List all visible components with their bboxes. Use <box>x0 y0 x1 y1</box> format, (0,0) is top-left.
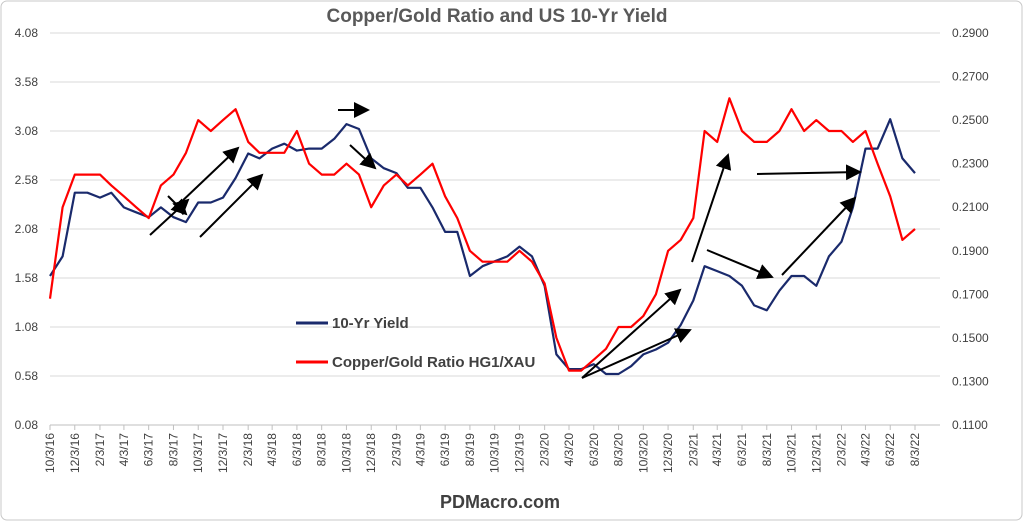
x-tick-label: 10/3/20 <box>636 433 650 473</box>
y2-tick-label: 0.1500 <box>952 331 989 345</box>
legend: 10-Yr Yield Copper/Gold Ratio HG1/XAU <box>296 315 535 371</box>
y2-tick-label: 0.1300 <box>952 374 989 388</box>
x-tick-label: 6/3/17 <box>142 433 156 467</box>
x-tick-label: 12/3/18 <box>364 433 378 473</box>
x-tick-label: 8/3/20 <box>612 433 626 467</box>
y-tick-label: 0.58 <box>15 369 39 383</box>
x-tick-label: 12/3/16 <box>68 433 82 473</box>
x-tick-label: 2/3/22 <box>834 433 848 467</box>
x-tick-label: 8/3/19 <box>463 433 477 467</box>
x-tick-label: 8/3/22 <box>908 433 922 467</box>
x-tick-label: 6/3/20 <box>587 433 601 467</box>
y-tick-label: 3.08 <box>15 124 39 138</box>
x-tick-label: 12/3/19 <box>512 433 526 473</box>
y2-tick-label: 0.2500 <box>952 113 989 127</box>
x-tick-label: 4/3/19 <box>413 433 427 467</box>
y2-tick-label: 0.2100 <box>952 200 989 214</box>
x-tick-label: 4/3/20 <box>562 433 576 467</box>
x-tick-label: 12/3/20 <box>661 433 675 473</box>
x-tick-label: 12/3/17 <box>216 433 230 473</box>
x-tick-label: 6/3/19 <box>438 433 452 467</box>
x-tick-label: 8/3/17 <box>166 433 180 467</box>
x-tick-label: 4/3/21 <box>710 433 724 467</box>
footer: PDMacro.com <box>440 492 560 512</box>
x-tick-label: 8/3/18 <box>315 433 329 467</box>
x-tick-label: 10/3/16 <box>43 433 57 473</box>
x-tick-label: 4/3/17 <box>117 433 131 467</box>
x-tick-label: 4/3/18 <box>265 433 279 467</box>
x-tick-label: 8/3/21 <box>760 433 774 467</box>
y2-tick-label: 0.1900 <box>952 244 989 258</box>
x-tick-label: 2/3/18 <box>241 433 255 467</box>
x-tick-label: 6/3/22 <box>883 433 897 467</box>
y-tick-label: 2.58 <box>15 173 39 187</box>
chart-title: Copper/Gold Ratio and US 10-Yr Yield <box>327 6 668 27</box>
x-tick-label: 6/3/18 <box>290 433 304 467</box>
series-line <box>48 97 916 372</box>
x-tick-label: 2/3/17 <box>93 433 107 467</box>
y-tick-label: 2.08 <box>15 222 39 236</box>
y-tick-label: 4.08 <box>15 26 39 40</box>
x-tick-label: 10/3/17 <box>191 433 205 473</box>
grid: 0.08 0.58 1.08 1.58 2.08 2.58 3.08 3.58 4.08 0.11… <box>15 26 989 473</box>
series-line <box>49 118 916 376</box>
x-tick-label: 2/3/19 <box>389 433 403 467</box>
y2-tick-label: 0.1700 <box>952 287 989 301</box>
y-tick-label: 1.58 <box>15 271 39 285</box>
legend-label: Copper/Gold Ratio HG1/XAU <box>332 354 535 371</box>
legend-label: 10-Yr Yield <box>332 315 409 332</box>
lines <box>48 97 916 376</box>
y-tick-label: 1.08 <box>15 320 39 334</box>
y2-tick-label: 0.1100 <box>952 418 988 432</box>
x-tick-label: 10/3/21 <box>785 433 799 473</box>
x-tick-label: 4/3/22 <box>858 433 872 467</box>
y2-tick-label: 0.2700 <box>952 70 989 84</box>
x-tick-label: 10/3/19 <box>488 433 502 473</box>
x-tick-label: 2/3/20 <box>538 433 552 467</box>
annotation-arrows <box>149 102 862 379</box>
x-tick-label: 6/3/21 <box>735 433 749 467</box>
y-tick-label: 3.58 <box>15 75 39 89</box>
x-tick-label: 10/3/18 <box>339 433 353 473</box>
x-tick-label: 12/3/21 <box>809 433 823 473</box>
y2-tick-label: 0.2300 <box>952 157 989 171</box>
y-tick-label: 0.08 <box>15 418 39 432</box>
x-tick-label: 2/3/21 <box>686 433 700 467</box>
y2-tick-label: 0.2900 <box>952 26 989 40</box>
